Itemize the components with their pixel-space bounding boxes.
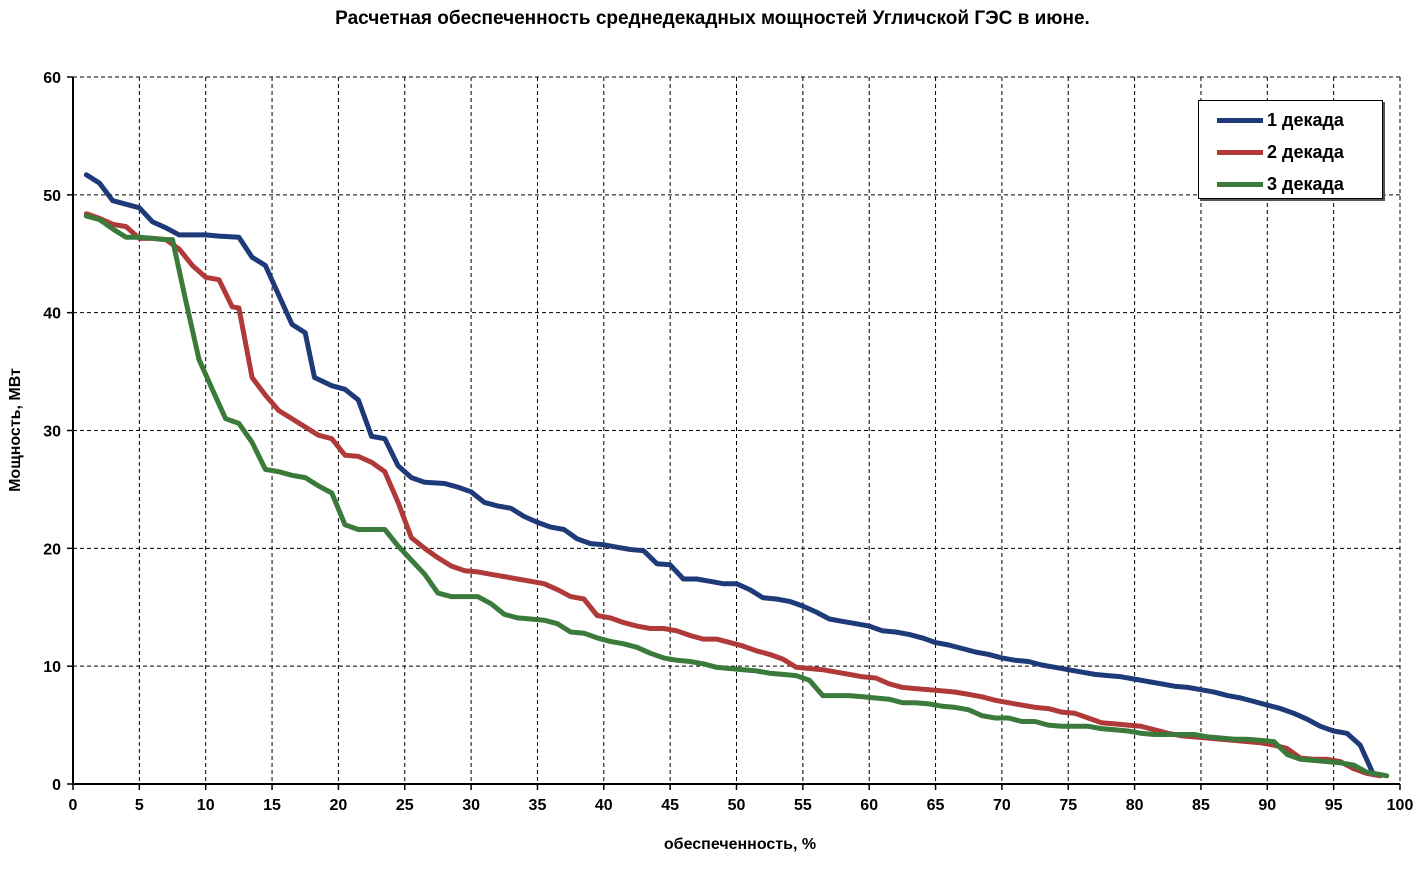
legend-item-2: 2 декада xyxy=(1217,142,1344,162)
x-tick-label: 15 xyxy=(263,797,281,814)
x-axis-label: обеспеченность, % xyxy=(663,836,817,853)
y-tick-label: 0 xyxy=(52,777,61,794)
x-tick-label: 90 xyxy=(1258,797,1276,814)
x-tick-label: 25 xyxy=(396,797,414,814)
x-tick-label: 30 xyxy=(462,797,480,814)
x-tick-label: 55 xyxy=(794,797,812,814)
x-tick-label: 60 xyxy=(860,797,878,814)
legend-label-3: 3 декада xyxy=(1267,173,1344,194)
y-tick-label: 50 xyxy=(43,188,61,205)
y-tick-label: 60 xyxy=(43,70,61,87)
x-tick-label: 70 xyxy=(993,797,1011,814)
x-tick-label: 40 xyxy=(595,797,613,814)
y-tick-label: 30 xyxy=(43,424,61,441)
x-tick-label: 10 xyxy=(197,797,215,814)
legend-swatch-3 xyxy=(1217,181,1263,187)
x-tick-label: 50 xyxy=(728,797,746,814)
y-tick-label: 10 xyxy=(43,659,61,676)
x-tick-label: 20 xyxy=(330,797,348,814)
grid xyxy=(73,76,1401,784)
x-tick-label: 85 xyxy=(1192,797,1210,814)
x-tick-label: 5 xyxy=(135,797,144,814)
x-tick-label: 100 xyxy=(1387,797,1414,814)
x-tick-label: 95 xyxy=(1325,797,1343,814)
legend-swatch-1 xyxy=(1217,117,1263,123)
series-lines xyxy=(83,172,1390,779)
tick-labels: 0 5 10 15 20 25 30 35 40 45 50 55 60 65 70 75 80 85 90 95 10… xyxy=(43,70,1413,814)
y-tick-label: 20 xyxy=(43,541,61,558)
x-tick-label: 35 xyxy=(529,797,547,814)
x-tick-label: 65 xyxy=(927,797,945,814)
chart-title: Расчетная обеспеченность среднедекадных … xyxy=(335,8,1090,29)
x-tick-label: 0 xyxy=(69,797,78,814)
series-line-1 xyxy=(83,172,1376,778)
legend-label-1: 1 декада xyxy=(1267,109,1344,130)
y-axis-label: Мощность, МВт xyxy=(7,368,24,492)
x-tick-label: 45 xyxy=(661,797,679,814)
legend-item-1: 1 декада xyxy=(1217,110,1344,130)
x-tick-label: 75 xyxy=(1059,797,1077,814)
x-tick-label: 80 xyxy=(1126,797,1144,814)
series-line-3 xyxy=(83,213,1390,779)
legend-swatch-2 xyxy=(1217,149,1263,155)
y-tick-label: 40 xyxy=(43,306,61,323)
legend: 1 декада 2 декада 3 декада xyxy=(1198,100,1383,199)
legend-label-2: 2 декада xyxy=(1267,141,1344,162)
legend-item-3: 3 декада xyxy=(1217,174,1344,194)
axes xyxy=(67,76,1401,790)
